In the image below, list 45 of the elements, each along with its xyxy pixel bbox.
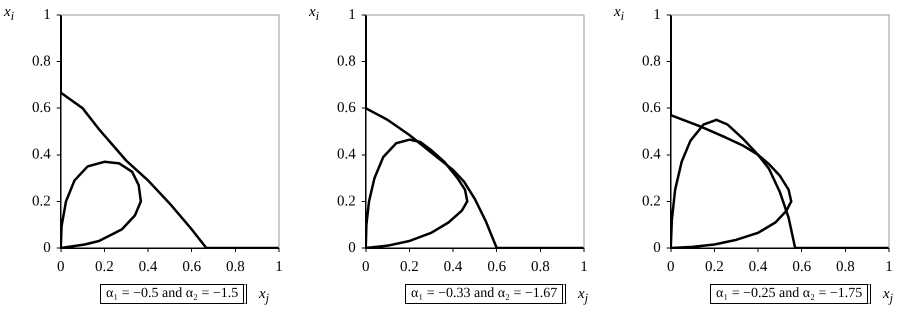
x-tick-label: 0.4 — [748, 258, 768, 275]
y-tick-label: 0.6 — [337, 100, 356, 116]
x-tick-label: 0.4 — [138, 258, 158, 275]
y-tick-label: 0.8 — [642, 54, 661, 70]
y-tick-label: 0.2 — [337, 193, 356, 210]
x-axis-title: x$_{j}$ — [578, 286, 588, 306]
y-tick-label: 1 — [653, 6, 661, 23]
x-tick-label: 0.2 — [705, 258, 724, 275]
y-tick-label: 0 — [43, 240, 51, 256]
y-tick-label: 0.4 — [337, 146, 356, 163]
y-tick-label: 0 — [653, 240, 661, 256]
x-tick-label: 1 — [580, 258, 588, 275]
x-tick-label: 1 — [885, 258, 893, 275]
y-axis-title: x$_{i}$ — [309, 4, 320, 24]
y-tick-label: 1 — [348, 6, 356, 23]
x-tick-label: 0.2 — [95, 258, 114, 275]
x-tick-label: 0.2 — [400, 258, 419, 275]
y-tick-label: 0.4 — [642, 146, 662, 163]
x-tick-label: 0.4 — [444, 258, 463, 275]
x-tick-label: 0.8 — [836, 258, 855, 275]
y-axis-title: x$_{i}$ — [4, 4, 14, 24]
x-tick-label: 1 — [275, 258, 283, 275]
x-tick-label: 0 — [667, 258, 674, 275]
text: α₁ = −0.5 and α₂ = −1.5 — [100, 284, 248, 304]
y-tick-label: 0.2 — [32, 193, 51, 210]
x-axis-title: x$_{j}$ — [259, 286, 270, 306]
text: α₁ = −0.25 and α₂ = −1.75 — [710, 284, 872, 304]
x-tick-label: 0.6 — [792, 258, 812, 275]
x-tick-label: 0.6 — [487, 258, 507, 275]
y-tick-label: 0.8 — [337, 54, 356, 70]
y-tick-label: 0.4 — [32, 146, 52, 163]
x-tick-label: 0.6 — [182, 258, 202, 275]
y-tick-label: 0.8 — [32, 54, 51, 70]
y-tick-label: 0.6 — [32, 100, 52, 116]
x-tick-label: 0.8 — [530, 258, 550, 275]
text: α₁ = −0.33 and α₂ = −1.67 — [405, 284, 566, 304]
y-tick-label: 1 — [43, 6, 51, 23]
x-axis-title: x$_{j}$ — [883, 286, 894, 306]
y-tick-label: 0.6 — [642, 100, 662, 116]
x-tick-label: 0 — [57, 258, 64, 275]
x-tick-label: 0 — [362, 258, 370, 275]
x-tick-label: 0.8 — [226, 258, 245, 275]
y-tick-label: 0.2 — [642, 193, 661, 210]
y-axis-title: x$_{i}$ — [614, 4, 624, 24]
y-tick-label: 0 — [348, 240, 356, 256]
